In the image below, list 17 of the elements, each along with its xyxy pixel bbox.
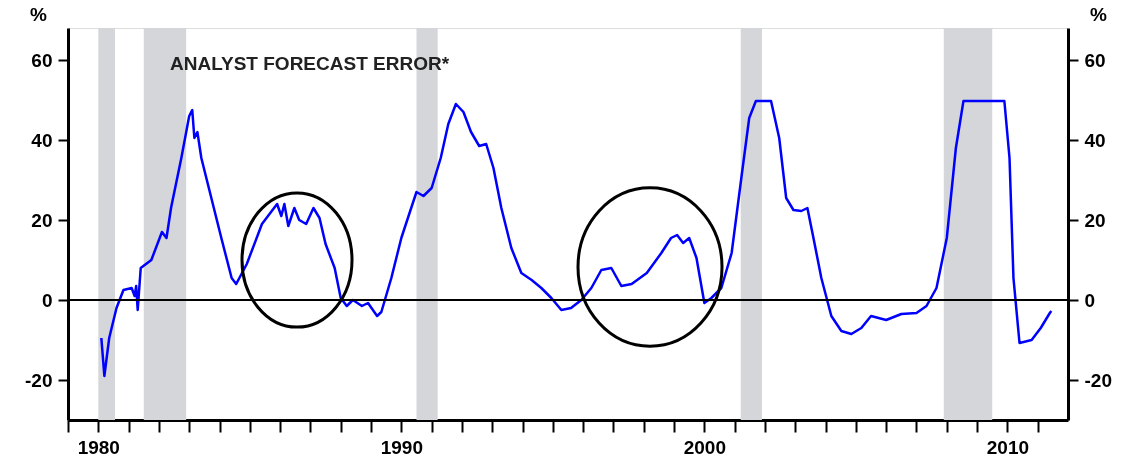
y2-axis-title: % <box>1090 3 1108 25</box>
y2-tick-label: 20 <box>1084 209 1106 231</box>
y2-tick-label: 40 <box>1084 129 1106 151</box>
y-tick-label: 20 <box>31 209 53 231</box>
y-axis-title: % <box>30 3 48 25</box>
y-tick-label: -20 <box>25 369 53 391</box>
y2-tick-label: 0 <box>1084 289 1096 311</box>
text: ANALYST FORECAST ERROR* <box>170 53 450 74</box>
y-tick-label: 40 <box>31 129 53 151</box>
x-tick-label: 2010 <box>986 436 1030 458</box>
y2-tick-label: -20 <box>1084 369 1112 391</box>
y2-tick-label: 60 <box>1084 49 1106 71</box>
y-tick-label: 60 <box>31 49 53 71</box>
x-tick-label: 1980 <box>77 436 120 458</box>
y-tick-label: 0 <box>41 289 53 311</box>
x-tick-label: 1990 <box>380 436 423 458</box>
x-tick-label: 2000 <box>683 436 726 458</box>
